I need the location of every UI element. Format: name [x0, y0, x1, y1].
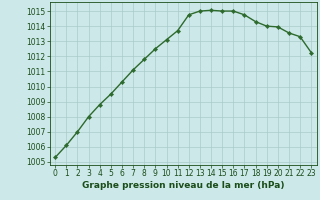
- X-axis label: Graphe pression niveau de la mer (hPa): Graphe pression niveau de la mer (hPa): [82, 181, 284, 190]
